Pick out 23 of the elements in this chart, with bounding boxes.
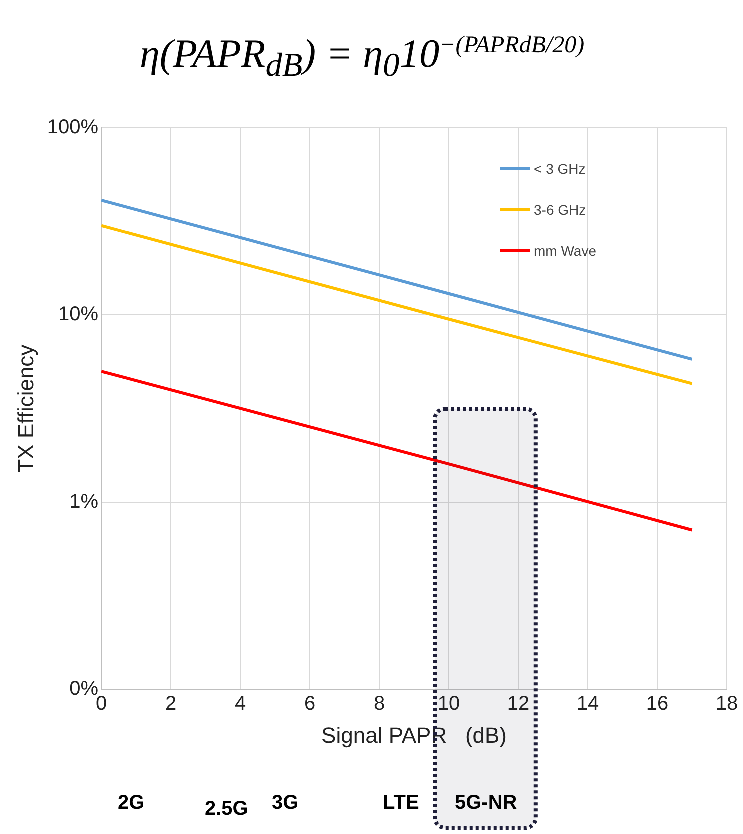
- y-tick-label: 10%: [58, 304, 99, 326]
- text: 5G-NR: [455, 792, 518, 814]
- x-tick-label: 8: [374, 693, 386, 716]
- x-tick-label: 14: [576, 693, 600, 716]
- x-tick-label: 18: [716, 693, 738, 716]
- x-tick-label: 16: [646, 693, 669, 716]
- text: 2.5G: [205, 798, 248, 820]
- legend-label: < 3 GHz: [534, 160, 586, 176]
- x-axis-title: Signal PAPR (dB): [322, 722, 508, 748]
- legend-label: mm Wave: [534, 242, 596, 258]
- y-tick-label: 1%: [70, 490, 99, 513]
- x-tick-label: 4: [234, 693, 246, 716]
- text: 2G: [118, 792, 145, 814]
- legend-label: 3-6 GHz: [534, 202, 586, 218]
- y-tick-label: 100%: [47, 116, 99, 139]
- x-tick-label: 6: [304, 693, 316, 716]
- x-tick-label: 10: [438, 693, 460, 716]
- text: 3G: [272, 792, 299, 814]
- chart-title: η(PAPR$_{dB}$) = η$_{0}$10$^{−(PAPRdB/20)}$: [140, 30, 585, 85]
- y-axis-title: TX Efficiency: [13, 344, 38, 473]
- x-tick-label: 2: [165, 693, 177, 716]
- x-tick-label: 12: [507, 693, 530, 716]
- text: LTE: [383, 792, 420, 814]
